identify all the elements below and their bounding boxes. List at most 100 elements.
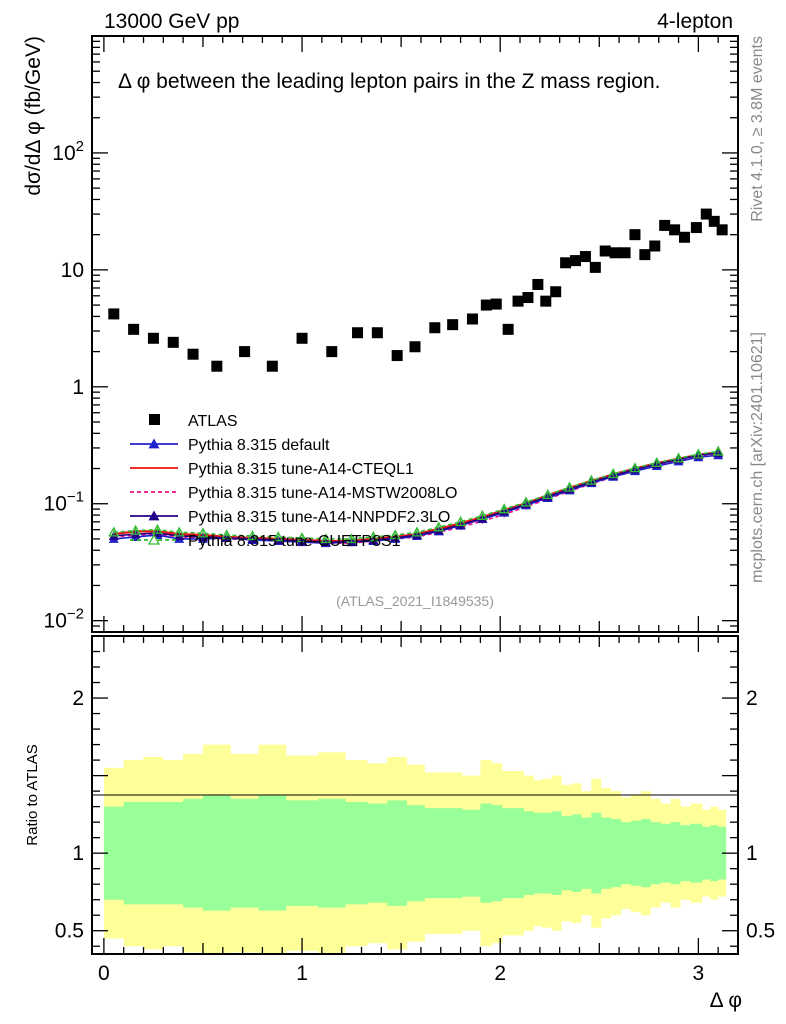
data-point [520, 496, 532, 507]
data-point [570, 255, 582, 267]
data-point [151, 523, 163, 534]
data-point [246, 530, 259, 541]
data-point [167, 336, 179, 348]
data-point [147, 332, 159, 344]
data-point [447, 319, 459, 331]
data-point [429, 322, 441, 334]
data-point [585, 474, 597, 485]
legend-label: Pythia 8.315 tune-A14-NNPDF2.3LO [188, 509, 450, 526]
legend-label: Pythia 8.315 default [188, 437, 330, 454]
series-line [113, 454, 719, 544]
x-tick-label: 1 [296, 962, 308, 985]
x-tick-label: 2 [494, 962, 506, 985]
data-point [712, 445, 724, 456]
data-point [409, 341, 421, 353]
analysis-id: (ATLAS_2021_I1849535) [336, 593, 494, 609]
data-point [476, 509, 488, 520]
data-point [320, 533, 332, 544]
data-point [669, 224, 681, 236]
legend-label: Pythia 8.315 tune-CUETP8S1 [188, 533, 401, 550]
data-point [560, 257, 572, 269]
data-point [550, 286, 562, 298]
ratio-y-tick-label-left: 2 [72, 687, 84, 710]
x-axis-label: Δ φ [710, 989, 742, 1012]
legend-marker [147, 533, 161, 545]
data-point [607, 468, 619, 479]
series-line [113, 450, 719, 540]
legend-item: Pythia 8.315 tune-A14-NNPDF2.3LO [130, 509, 450, 526]
ratio-y-tick-label-right: 2 [746, 687, 758, 710]
data-point [690, 222, 702, 234]
data-point [480, 299, 492, 311]
data-point [708, 215, 720, 227]
data-point [490, 298, 502, 310]
data-point [454, 516, 467, 527]
data-point [128, 323, 140, 335]
data-point [716, 224, 728, 236]
data-point [411, 526, 423, 537]
data-point [563, 481, 576, 492]
data-point [108, 308, 120, 320]
legend-marker [148, 438, 160, 449]
data-point [599, 245, 611, 257]
data-point [239, 346, 251, 358]
data-point [296, 332, 308, 344]
data-point [629, 462, 641, 473]
series-line [113, 452, 719, 543]
data-point [619, 247, 631, 259]
data-point [512, 295, 524, 307]
data-point [345, 533, 358, 544]
ratio-y-tick-label-right: 1 [746, 842, 758, 865]
data-point [211, 360, 223, 372]
ratio-y-tick-label-right: 0.5 [746, 920, 775, 943]
data-point [639, 249, 651, 261]
data-point [651, 456, 663, 468]
data-point [466, 313, 478, 325]
data-point [700, 208, 712, 220]
legend-label: ATLAS [188, 413, 238, 430]
data-point [502, 323, 514, 335]
legend-label: Pythia 8.315 tune-A14-MSTW2008LO [188, 485, 457, 502]
data-point [266, 360, 278, 372]
data-point [367, 531, 379, 542]
ratio-y-tick-label-left: 1 [72, 842, 84, 865]
main-y-axis-label: dσ/dΔ φ (fb/GeV) [22, 36, 45, 196]
data-point [187, 348, 199, 360]
y-tick-label: 102 [52, 138, 84, 165]
data-point [579, 251, 591, 263]
series-5 [108, 445, 724, 544]
data-point [542, 489, 554, 500]
x-tick-label: 3 [693, 962, 705, 985]
y-tick-label: 10−1 [44, 489, 84, 516]
header-right: 4-lepton [657, 10, 733, 33]
legend-item: Pythia 8.315 tune-A14-MSTW2008LO [130, 485, 457, 502]
data-point [433, 521, 445, 532]
data-point [129, 524, 142, 535]
data-point [352, 327, 364, 339]
y-tick-label: 1 [72, 376, 84, 399]
plot-title: Δ φ between the leading lepton pairs in … [118, 70, 660, 93]
ratio-panel-frame [91, 635, 739, 955]
data-point [296, 532, 308, 543]
header-left: 13000 GeV pp [104, 10, 239, 33]
data-point [522, 292, 534, 304]
x-tick-label: 0 [98, 962, 110, 985]
data-point [609, 247, 621, 259]
data-point [108, 526, 120, 537]
data-point [678, 231, 690, 243]
axis-ticks: 10−2 10−1 1 10 102 0 1 2 3 0.5 0.5 1 1 2 2 [44, 36, 775, 985]
main-panel-frame [91, 35, 739, 633]
data-point [173, 526, 185, 537]
legend-label: Pythia 8.315 tune-A14-CTEQL1 [188, 461, 414, 478]
legend-item: ATLAS [149, 413, 238, 430]
ratio-band-stat [103, 795, 727, 911]
data-point [391, 350, 403, 362]
legend-marker [149, 414, 160, 425]
data-point [532, 278, 544, 290]
data-point [692, 448, 704, 459]
y-tick-label: 10 [61, 259, 84, 282]
data-point [389, 529, 401, 540]
data-point [659, 219, 671, 231]
data-point [498, 503, 510, 514]
